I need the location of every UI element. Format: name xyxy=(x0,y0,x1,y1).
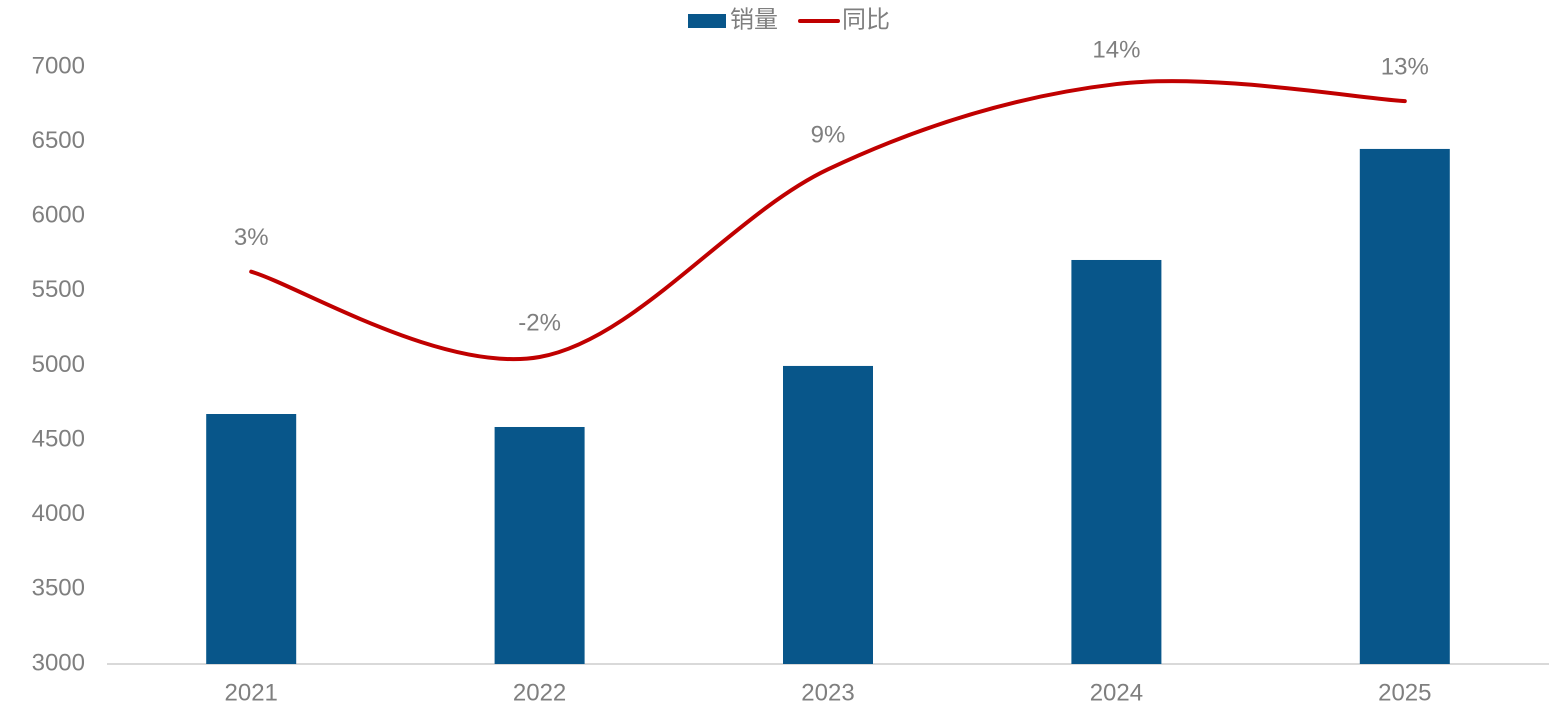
data-label: 3% xyxy=(234,224,269,251)
y-tick-label: 4500 xyxy=(32,425,85,452)
data-label: 14% xyxy=(1092,36,1140,63)
bar xyxy=(783,365,873,664)
data-label: 13% xyxy=(1381,53,1429,80)
bar xyxy=(1071,259,1162,664)
x-tick-label: 2024 xyxy=(1090,679,1143,706)
y-tick-label: 7000 xyxy=(32,52,85,79)
bar xyxy=(1359,148,1450,665)
legend-swatch xyxy=(688,14,726,28)
x-tick-label: 2021 xyxy=(225,679,278,706)
y-tick-label: 6500 xyxy=(32,127,85,154)
data-label: -2% xyxy=(518,309,561,336)
y-tick-label: 5000 xyxy=(32,351,85,378)
x-tick-label: 2023 xyxy=(801,679,854,706)
line xyxy=(249,79,1407,362)
y-tick-label: 6000 xyxy=(32,202,85,229)
x-tick-label: 2025 xyxy=(1378,679,1431,706)
legend-label: 同比 xyxy=(842,6,890,33)
bar xyxy=(206,414,297,664)
y-tick-label: 5500 xyxy=(32,276,85,303)
data-label: 9% xyxy=(811,122,846,149)
bar xyxy=(494,426,585,664)
legend-label: 销量 xyxy=(730,6,778,33)
y-tick-label: 3000 xyxy=(32,649,85,676)
y-tick-label: 3500 xyxy=(32,575,85,602)
y-tick-label: 4000 xyxy=(32,500,85,527)
x-tick-label: 2022 xyxy=(513,679,566,706)
